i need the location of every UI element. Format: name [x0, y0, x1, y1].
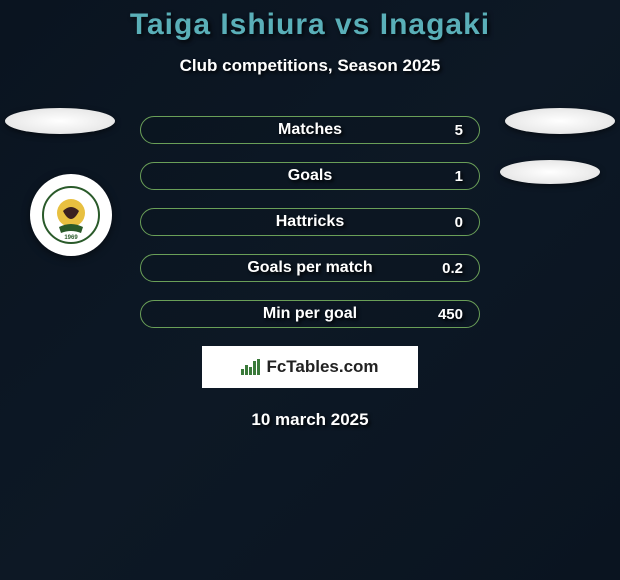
stat-label: Min per goal — [263, 305, 357, 323]
stat-row: Goals per match 0.2 — [140, 254, 480, 282]
stats-area: 1969 Matches 5 Goals 1 Hattricks 0 Goals… — [0, 116, 620, 430]
stat-label: Goals per match — [247, 259, 372, 277]
bar-chart-icon — [241, 359, 260, 375]
comparison-title: Taiga Ishiura vs Inagaki — [0, 8, 620, 42]
branding-text: FcTables.com — [266, 357, 378, 377]
stat-label: Matches — [278, 121, 342, 139]
stat-row: Hattricks 0 — [140, 208, 480, 236]
svg-text:1969: 1969 — [64, 235, 78, 241]
stat-row: Goals 1 — [140, 162, 480, 190]
stat-value: 1 — [455, 168, 463, 185]
team-badge-left: 1969 — [30, 174, 112, 256]
stat-label: Goals — [288, 167, 332, 185]
stat-rows-list: Matches 5 Goals 1 Hattricks 0 Goals per … — [140, 116, 480, 328]
season-subtitle: Club competitions, Season 2025 — [0, 56, 620, 76]
stat-value: 450 — [438, 306, 463, 323]
stat-value: 5 — [455, 122, 463, 139]
footer-date: 10 march 2025 — [0, 410, 620, 430]
player-marker-left — [5, 108, 115, 134]
team-crest-icon: 1969 — [41, 185, 101, 245]
stat-row: Min per goal 450 — [140, 300, 480, 328]
infographic-container: Taiga Ishiura vs Inagaki Club competitio… — [0, 0, 620, 430]
stat-value: 0 — [455, 214, 463, 231]
player-marker-right-2 — [500, 160, 600, 184]
branding-box: FcTables.com — [202, 346, 418, 388]
stat-row: Matches 5 — [140, 116, 480, 144]
stat-value: 0.2 — [442, 260, 463, 277]
stat-label: Hattricks — [276, 213, 344, 231]
player-marker-right-1 — [505, 108, 615, 134]
